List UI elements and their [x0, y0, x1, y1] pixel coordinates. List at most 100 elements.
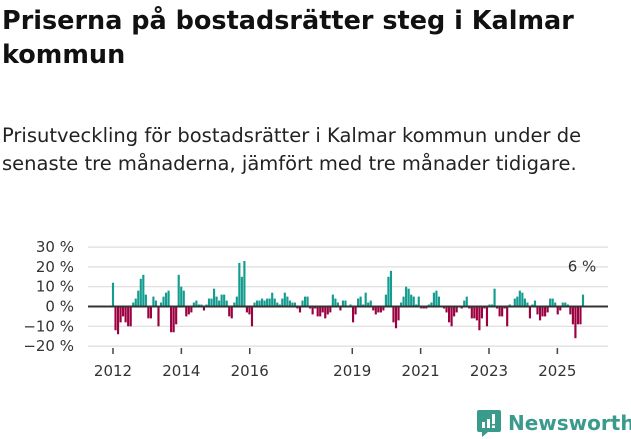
bar — [185, 306, 188, 317]
bar — [324, 306, 327, 319]
bars — [111, 260, 585, 339]
bar — [122, 306, 125, 317]
bar — [463, 300, 466, 307]
bar — [220, 294, 223, 307]
bar — [319, 306, 322, 317]
bar — [392, 306, 395, 323]
bar-chart: 30 %20 %10 %0 %−10 %−20 % 2012 2014 2016 20… — [23, 238, 608, 380]
bar — [152, 296, 155, 307]
bar — [273, 298, 276, 307]
bar — [564, 302, 567, 307]
y-tick-label: 10 % — [36, 278, 74, 296]
bar — [506, 306, 509, 327]
x-tick-label: 2019 — [333, 362, 371, 380]
bar — [240, 276, 243, 307]
y-tick-label: −10 % — [23, 317, 74, 335]
bar — [213, 288, 216, 307]
bar — [147, 306, 150, 319]
bar — [480, 306, 483, 319]
bar — [387, 276, 390, 307]
bar — [162, 296, 165, 307]
bar — [321, 306, 324, 313]
bar — [551, 298, 554, 307]
bar — [243, 260, 246, 307]
bar — [306, 296, 309, 307]
bar — [180, 286, 183, 307]
bar — [430, 302, 433, 307]
bar — [276, 302, 279, 307]
bar — [177, 274, 180, 307]
bar — [124, 306, 127, 323]
bar — [448, 306, 451, 323]
bar — [437, 296, 441, 307]
bar — [536, 306, 539, 315]
bar — [253, 302, 256, 307]
bar — [498, 306, 501, 317]
bar — [288, 300, 291, 307]
bar — [182, 290, 185, 307]
bar — [293, 302, 297, 307]
bar — [245, 306, 248, 313]
bar — [473, 306, 476, 319]
y-tick-label: 20 % — [36, 258, 74, 276]
bar — [389, 270, 393, 307]
bar — [139, 278, 142, 307]
bar — [571, 306, 574, 325]
bar — [541, 306, 544, 317]
bar — [316, 306, 319, 317]
bar — [579, 306, 582, 325]
bar — [523, 298, 526, 307]
bar — [351, 306, 355, 323]
bar — [445, 306, 448, 313]
bar — [485, 306, 489, 327]
bar — [238, 262, 241, 307]
bar — [167, 290, 170, 307]
x-tick-label: 2023 — [470, 362, 508, 380]
bar — [192, 302, 195, 307]
bar — [374, 306, 377, 315]
bar — [263, 300, 266, 307]
bar — [142, 274, 145, 307]
bar — [190, 306, 193, 313]
bar — [581, 294, 585, 307]
bar — [132, 302, 135, 307]
chart-title: Priserna på bostadsrätter steg i Kalmar … — [2, 6, 574, 70]
bar — [286, 296, 289, 307]
bar — [574, 306, 577, 339]
bar — [215, 296, 218, 307]
bar — [129, 306, 132, 327]
y-tick-label: −20 % — [23, 337, 74, 355]
bar — [521, 292, 524, 307]
bar — [298, 306, 302, 313]
bar — [172, 306, 175, 333]
bar — [402, 296, 405, 307]
bar — [258, 300, 261, 307]
bar — [384, 294, 387, 307]
bar — [271, 292, 274, 307]
bar — [218, 300, 221, 307]
bar — [516, 296, 519, 307]
bar — [228, 306, 231, 317]
bar — [569, 306, 572, 315]
bar — [453, 306, 456, 317]
bar — [478, 306, 481, 331]
bar — [518, 290, 521, 307]
bar — [379, 306, 382, 313]
bar — [170, 306, 173, 333]
bar — [344, 300, 347, 307]
bar — [554, 302, 557, 307]
bar — [326, 306, 329, 315]
bar — [475, 306, 478, 321]
bar — [576, 306, 580, 325]
bar — [513, 298, 516, 307]
bar — [339, 306, 342, 311]
bar — [526, 302, 529, 307]
newsworthy-logo[interactable]: Newsworthy — [476, 409, 631, 437]
bar — [501, 306, 504, 317]
x-tick-label: 2021 — [402, 362, 440, 380]
bar — [455, 306, 458, 313]
bar — [187, 306, 190, 315]
bar — [533, 300, 537, 307]
brand-name: Newsworthy — [508, 411, 631, 435]
y-tick-label: 0 % — [45, 298, 74, 316]
